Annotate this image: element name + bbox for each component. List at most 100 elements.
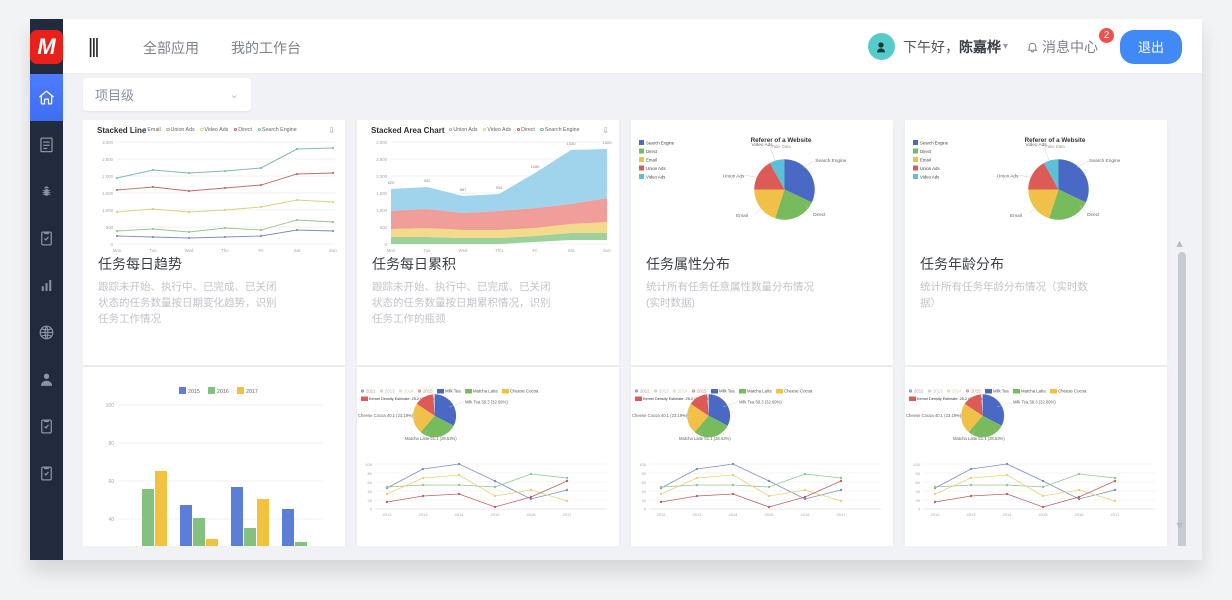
svg-text:40: 40 [642,489,647,494]
svg-text:Mon: Mon [387,248,396,253]
svg-text:0: 0 [370,507,373,512]
svg-text:40: 40 [916,489,921,494]
svg-text:2015: 2015 [423,388,433,393]
svg-text:0: 0 [111,242,114,247]
svg-text:2017: 2017 [837,512,847,517]
svg-text:Milk Tea: Milk Tea [993,388,1009,393]
svg-text:1,500: 1,500 [102,191,113,196]
svg-text:2013: 2013 [693,512,703,517]
svg-text:1330: 1330 [567,141,577,146]
svg-text:2014: 2014 [404,388,414,393]
svg-text:Matcha Latte: Matcha Latte [1021,388,1046,393]
svg-text:Union Ads: Union Ads [997,173,1019,179]
svg-text:Fake Data: Fake Data [1045,144,1065,149]
svg-text:Matcha Latte 51.1 (28.53%): Matcha Latte 51.1 (28.53%) [679,436,731,441]
svg-text:Video Ads: Video Ads [646,175,665,180]
svg-text:100: 100 [106,403,115,409]
svg-text:Matcha Latte: Matcha Latte [747,388,772,393]
svg-text:2016: 2016 [217,389,229,395]
svg-text:0: 0 [385,242,388,247]
svg-text:40: 40 [368,489,373,494]
svg-text:1280: 1280 [531,164,541,169]
svg-text:934: 934 [496,185,503,190]
svg-text:Tue: Tue [149,248,157,253]
svg-text:2017: 2017 [246,389,258,395]
svg-text:2014: 2014 [455,512,465,517]
svg-text:20: 20 [916,498,921,503]
svg-text:Fake Data: Fake Data [771,144,791,149]
svg-text:Direct: Direct [920,149,932,154]
svg-text:2,500: 2,500 [376,157,387,162]
svg-text:Sat: Sat [568,248,575,253]
svg-text:0: 0 [644,507,647,512]
svg-text:620: 620 [388,180,395,185]
svg-text:2012: 2012 [931,512,941,517]
svg-text:Cheese Cocoa: Cheese Cocoa [510,388,539,393]
svg-text:2016: 2016 [527,512,537,517]
svg-text:2013: 2013 [659,388,669,393]
svg-text:Tue: Tue [423,248,431,253]
svg-text:Sun: Sun [603,248,611,253]
svg-text:80: 80 [108,441,114,447]
svg-text:20: 20 [642,498,647,503]
svg-text:Milk Tea 58.3 (32.69%): Milk Tea 58.3 (32.69%) [739,400,782,405]
svg-text:Video Ads: Video Ads [1026,142,1048,148]
svg-text:Direct: Direct [813,212,826,218]
svg-text:Matcha Latte 51.1 (28.53%): Matcha Latte 51.1 (28.53%) [405,436,457,441]
svg-text:2015: 2015 [188,389,200,395]
svg-text:Wed: Wed [459,248,468,253]
svg-text:932: 932 [424,178,431,183]
svg-text:500: 500 [380,225,388,230]
svg-text:2,000: 2,000 [102,174,113,179]
svg-text:100: 100 [913,462,920,467]
svg-text:Search Engine: Search Engine [920,141,949,146]
svg-text:1,000: 1,000 [376,208,387,213]
svg-text:Cheese Cocoa: Cheese Cocoa [784,388,813,393]
svg-text:Email: Email [646,158,657,163]
svg-text:0: 0 [918,507,921,512]
svg-text:2014: 2014 [678,388,688,393]
svg-text:Sun: Sun [329,248,337,253]
svg-text:Milk Tea: Milk Tea [719,388,735,393]
svg-text:60: 60 [368,480,373,485]
svg-text:Wed: Wed [185,248,194,253]
svg-text:Fri: Fri [532,248,537,253]
svg-text:2014: 2014 [729,512,739,517]
svg-text:Mon: Mon [113,248,122,253]
svg-text:100: 100 [365,462,372,467]
svg-text:2012: 2012 [657,512,667,517]
svg-text:2017: 2017 [1111,512,1121,517]
svg-text:500: 500 [106,225,114,230]
svg-text:2013: 2013 [419,512,429,517]
svg-text:Video Ads: Video Ads [920,175,939,180]
svg-text:Sat: Sat [294,248,301,253]
svg-text:2013: 2013 [933,388,943,393]
svg-text:Thu: Thu [221,248,229,253]
svg-text:2014: 2014 [952,388,962,393]
svg-text:Video Ads: Video Ads [752,142,774,148]
svg-text:Search Engine: Search Engine [1089,158,1120,164]
svg-text:2012: 2012 [366,388,376,393]
svg-text:Cheese Cocoa 40.1 (23.19%): Cheese Cocoa 40.1 (23.19%) [632,413,688,418]
svg-text:2012: 2012 [383,512,393,517]
svg-text:887: 887 [460,187,467,192]
svg-text:2012: 2012 [914,388,924,393]
svg-text:Cheese Cocoa: Cheese Cocoa [1058,388,1087,393]
svg-text:2013: 2013 [385,388,395,393]
svg-text:1,000: 1,000 [102,208,113,213]
svg-text:Email: Email [1010,213,1022,219]
svg-text:2015: 2015 [971,388,981,393]
svg-text:Cheese Cocoa 40.1 (23.19%): Cheese Cocoa 40.1 (23.19%) [906,413,962,418]
svg-text:2014: 2014 [1003,512,1013,517]
svg-text:60: 60 [108,479,114,485]
svg-text:40: 40 [108,517,114,523]
svg-text:100: 100 [639,462,646,467]
svg-text:Matcha Latte 51.1 (28.53%): Matcha Latte 51.1 (28.53%) [953,436,1005,441]
svg-text:2016: 2016 [1075,512,1085,517]
svg-text:Milk Tea 58.3 (32.69%): Milk Tea 58.3 (32.69%) [465,400,508,405]
svg-text:2015: 2015 [697,388,707,393]
svg-text:2015: 2015 [1039,512,1049,517]
svg-text:Thu: Thu [495,248,503,253]
svg-text:60: 60 [916,480,921,485]
svg-text:Search Engine: Search Engine [815,158,846,164]
